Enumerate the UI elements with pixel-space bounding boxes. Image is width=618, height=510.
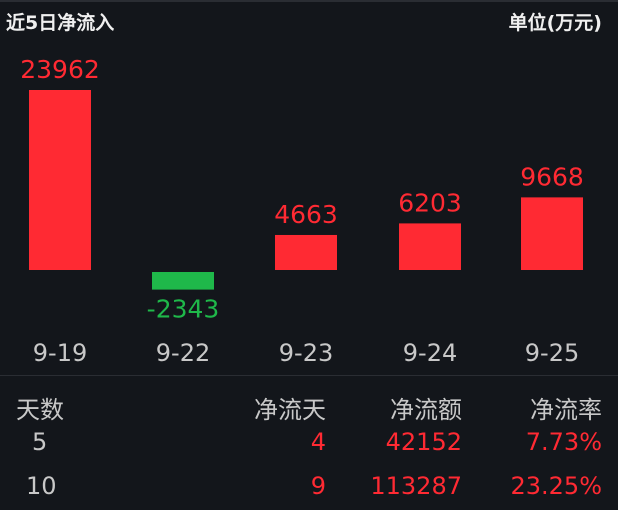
table-cell: 23.25% xyxy=(510,472,602,500)
x-tick-label: 9-22 xyxy=(156,339,210,367)
bar-9-22 xyxy=(152,272,214,290)
bar-9-24 xyxy=(399,223,461,270)
x-tick-label: 9-23 xyxy=(279,339,333,367)
bar-9-19 xyxy=(29,90,91,270)
data-label: 9668 xyxy=(520,162,584,191)
divider xyxy=(0,375,618,376)
table-cell: 5 xyxy=(32,428,48,456)
data-label: 4663 xyxy=(274,200,338,229)
data-label: 23962 xyxy=(20,55,100,84)
table-cell: 7.73% xyxy=(525,428,602,456)
x-tick-label: 9-24 xyxy=(403,339,457,367)
table-cell: 9 xyxy=(310,472,326,500)
table-header: 净流额 xyxy=(390,396,462,424)
chart-title: 近5日净流入 xyxy=(6,12,115,34)
net-inflow-bar-chart: 23962 9-19 -2343 9-22 4663 9-23 6203 9-24 9668 9-… xyxy=(20,55,584,367)
bar-9-25 xyxy=(521,197,583,270)
unit-label: 单位(万元) xyxy=(508,12,602,34)
top-border xyxy=(0,0,618,2)
table-cell: 10 xyxy=(26,472,57,500)
bar-9-23 xyxy=(275,234,337,270)
table-header: 净流率 xyxy=(530,396,602,424)
table-cell: 113287 xyxy=(370,472,462,500)
table-header: 天数 xyxy=(16,396,64,424)
table-header: 净流天 xyxy=(254,396,326,424)
data-label: -2343 xyxy=(147,295,220,324)
x-tick-label: 9-19 xyxy=(33,339,87,367)
table-cell: 4 xyxy=(310,428,326,456)
data-label: 6203 xyxy=(398,188,462,217)
table-cell: 42152 xyxy=(385,428,462,456)
x-tick-label: 9-25 xyxy=(525,339,579,367)
